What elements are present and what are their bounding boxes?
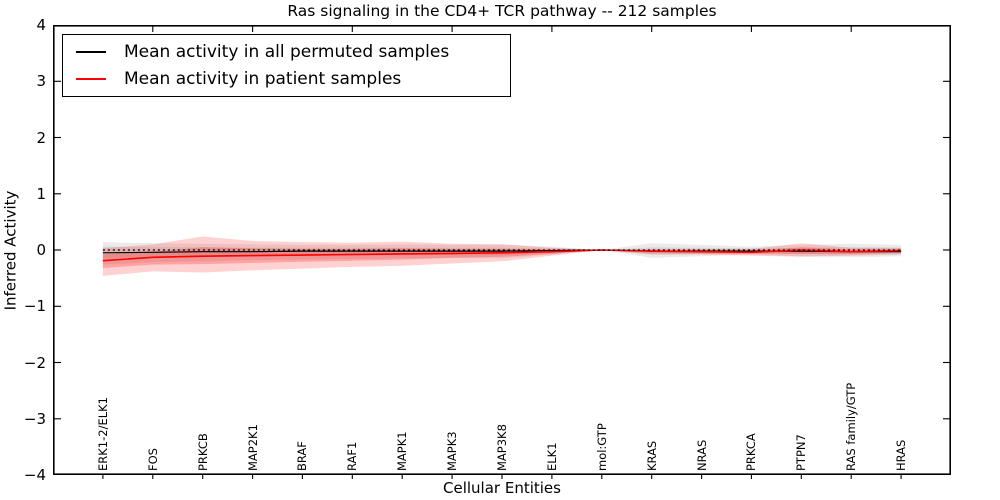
x-tick-label: MAP3K8 [495,424,509,471]
x-tick-label: RAS family/GTP [844,382,859,471]
x-tick-label: RAF1 [345,441,360,471]
y-tick-label: −2 [23,353,46,372]
x-tick-label: PTPN7 [794,434,809,471]
y-tick-label: −4 [23,466,46,484]
x-tick-label: FOS [145,448,160,471]
x-tick-label: ERK1-2/ELK1 [95,397,110,471]
y-tick-label: 4 [36,16,46,34]
chart-title: Ras signaling in the CD4+ TCR pathway --… [287,2,717,20]
plot-canvas [53,25,952,479]
x-axis-label: Cellular Entities [443,479,561,497]
plot-area [53,25,952,479]
patient-std-band [102,236,902,276]
axis-ticks [54,26,950,479]
y-tick-label: 0 [36,241,46,259]
x-tick-label: PRKCB [195,433,210,471]
y-tick-label: 2 [36,128,46,147]
legend-line-sample-permuted [76,51,106,54]
x-tick-label: ELK1 [544,442,559,471]
legend-entry: Mean activity in all permuted samples [63,42,510,62]
x-tick-label: NRAS [694,439,709,471]
x-tick-label: MAP2K1 [245,424,260,471]
x-tick-label: HRAS [894,439,909,471]
y-tick-label: −3 [23,409,46,428]
legend: Mean activity in all permuted samples Me… [62,34,511,97]
legend-entry: Mean activity in patient samples [63,69,510,89]
x-tick-label: PRKCA [744,433,759,471]
x-tick-label: mol:GTP [594,423,609,471]
y-tick-label: 1 [36,184,46,203]
patient-mean-line [102,249,902,262]
x-tick-label: MAPK3 [445,431,460,471]
plot-frame [53,25,952,475]
y-tick-label: 3 [36,72,46,91]
x-tick-label: BRAF [295,441,310,471]
legend-entry-label: Mean activity in patient samples [124,68,402,89]
y-tick-label: −1 [23,297,46,316]
x-tick-label: MAPK1 [395,431,410,471]
legend-line-sample-patient [76,77,106,80]
legend-entry-label: Mean activity in all permuted samples [124,42,450,63]
x-tick-label: KRAS [644,440,659,471]
